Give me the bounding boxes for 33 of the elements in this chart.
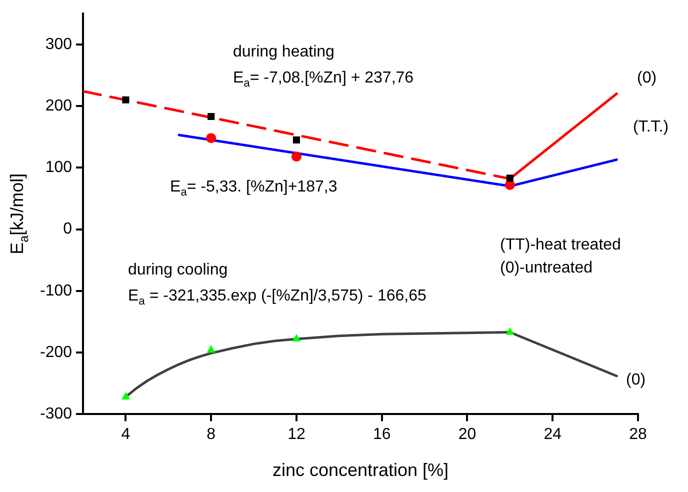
x-tick-label: 8	[206, 426, 216, 444]
annotation: (0)	[637, 69, 657, 86]
y-tick-label: -200	[40, 344, 72, 361]
y-tick-label: 300	[45, 36, 72, 53]
y-tick-label: 200	[45, 97, 72, 114]
y-axis-title: Ea[kJ/mol]	[6, 173, 31, 254]
annotation: during heating	[233, 43, 334, 60]
annotation: (TT)-heat treated	[500, 236, 621, 254]
y-tick-label: -100	[40, 282, 72, 300]
point	[206, 345, 216, 353]
y-tick-label: 0	[63, 220, 72, 238]
annotation: (0)	[626, 371, 646, 388]
x-axis-title: zinc concentration [%]	[272, 460, 449, 480]
point	[506, 174, 514, 182]
annotation: (0)-untreated	[500, 259, 592, 276]
x-tick-label: 12	[288, 426, 306, 444]
point	[121, 392, 130, 400]
x-tick-label: 4	[121, 426, 130, 444]
x-tick-label: 16	[372, 426, 391, 444]
x-tick-label: 24	[544, 426, 562, 444]
point	[208, 112, 215, 120]
annotation: during cooling	[128, 261, 228, 278]
point	[506, 327, 514, 335]
point	[122, 96, 130, 104]
annotation: (T.T.)	[633, 118, 669, 136]
point	[291, 152, 302, 162]
y-tick-label: 100	[45, 159, 72, 176]
point	[292, 136, 300, 144]
y-tick-label: -300	[40, 406, 72, 423]
x-tick-label: 20	[458, 426, 476, 444]
x-tick-label: 28	[629, 426, 647, 444]
point	[206, 133, 216, 144]
point	[292, 334, 301, 342]
